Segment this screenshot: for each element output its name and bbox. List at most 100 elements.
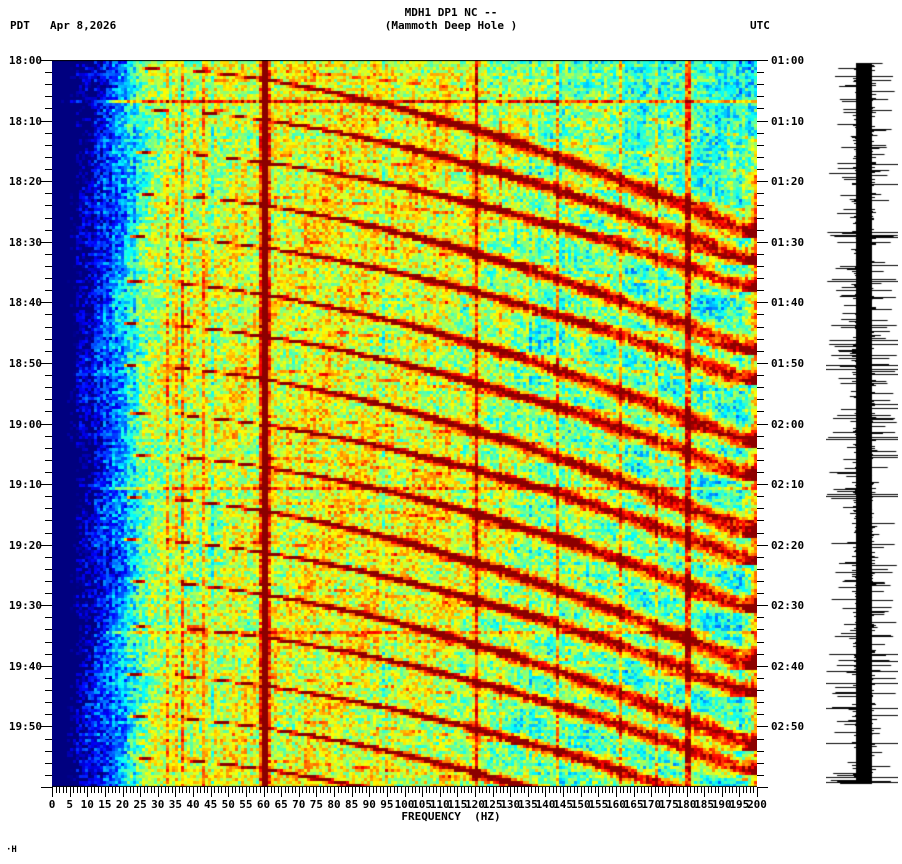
freq-tick-minor — [655, 787, 656, 793]
freq-tick-minor — [77, 787, 78, 793]
time-tick-minor-left — [45, 108, 52, 109]
time-tick-major-left — [41, 363, 52, 364]
freq-tick-major — [405, 787, 406, 797]
freq-tick-minor — [711, 787, 712, 793]
freq-tick-minor — [274, 787, 275, 793]
time-tick-major-right — [757, 726, 768, 727]
freq-tick-major — [493, 787, 494, 797]
freq-tick-minor — [595, 787, 596, 793]
freq-tick-minor — [468, 787, 469, 793]
freq-label: 200 — [747, 798, 767, 811]
freq-tick-major — [87, 787, 88, 797]
freq-tick-minor — [345, 787, 346, 793]
freq-label: 0 — [48, 798, 56, 811]
time-tick-major-right — [757, 363, 768, 364]
freq-tick-minor — [577, 787, 578, 793]
time-tick-minor-right — [757, 678, 764, 679]
freq-tick-minor — [225, 787, 226, 793]
waveform-trace-panel[interactable] — [826, 60, 898, 790]
time-tick-minor-right — [757, 339, 764, 340]
time-label-pdt: 18:20 — [8, 175, 42, 189]
freq-tick-minor — [376, 787, 377, 793]
freq-label: 65 — [274, 798, 288, 811]
freq-tick-minor — [133, 787, 134, 793]
freq-tick-major — [387, 787, 388, 797]
spectrogram-canvas[interactable] — [52, 60, 757, 787]
time-tick-minor-left — [45, 387, 52, 388]
freq-tick-minor — [415, 787, 416, 793]
freq-tick-minor — [101, 787, 102, 793]
freq-tick-minor — [641, 787, 642, 793]
freq-tick-minor — [242, 787, 243, 793]
freq-tick-minor — [503, 787, 504, 793]
freq-tick-minor — [84, 787, 85, 793]
freq-tick-minor — [108, 787, 109, 793]
time-tick-minor-left — [45, 678, 52, 679]
freq-label: 150 — [570, 798, 591, 811]
freq-label: 190 — [711, 798, 732, 811]
freq-tick-minor — [362, 787, 363, 793]
freq-tick-minor — [390, 787, 391, 793]
time-tick-minor-right — [757, 145, 764, 146]
freq-tick-major — [140, 787, 141, 797]
time-tick-major-left — [41, 787, 52, 788]
freq-tick-major — [687, 787, 688, 797]
spectrogram-plot[interactable] — [52, 60, 757, 787]
time-tick-major-left — [41, 726, 52, 727]
freq-label: 135 — [517, 798, 538, 811]
freq-tick-minor — [232, 787, 233, 793]
time-tick-major-right — [757, 424, 768, 425]
time-label-pdt: 19:50 — [8, 720, 42, 734]
freq-label: 45 — [204, 798, 218, 811]
freq-tick-major — [422, 787, 423, 797]
freq-tick-minor — [482, 787, 483, 793]
time-tick-minor-left — [45, 230, 52, 231]
freq-tick-minor — [538, 787, 539, 793]
time-tick-minor-right — [757, 84, 764, 85]
freq-tick-minor — [323, 787, 324, 793]
freq-tick-minor — [320, 787, 321, 793]
time-tick-major-left — [41, 545, 52, 546]
time-tick-major-left — [41, 181, 52, 182]
freq-tick-minor — [746, 787, 747, 793]
freq-tick-major — [704, 787, 705, 797]
freq-tick-minor — [306, 787, 307, 793]
time-tick-minor-left — [45, 84, 52, 85]
freq-tick-minor — [609, 787, 610, 793]
time-tick-major-left — [41, 302, 52, 303]
freq-tick-minor — [394, 787, 395, 793]
freq-tick-minor — [623, 787, 624, 793]
time-label-utc: 02:20 — [771, 538, 805, 552]
freq-tick-minor — [658, 787, 659, 793]
freq-tick-minor — [165, 787, 166, 793]
freq-tick-minor — [464, 787, 465, 793]
freq-tick-major — [545, 787, 546, 797]
time-tick-minor-right — [757, 290, 764, 291]
time-tick-minor-right — [757, 387, 764, 388]
time-tick-minor-left — [45, 193, 52, 194]
freq-label: 120 — [465, 798, 485, 811]
freq-tick-minor — [679, 787, 680, 793]
time-tick-major-left — [41, 484, 52, 485]
freq-tick-minor — [292, 787, 293, 793]
freq-label: 50 — [221, 798, 235, 811]
freq-tick-minor — [94, 787, 95, 793]
time-tick-minor-right — [757, 508, 764, 509]
freq-tick-minor — [221, 787, 222, 793]
freq-label: 75 — [309, 798, 323, 811]
freq-tick-minor — [426, 787, 427, 793]
freq-tick-minor — [507, 787, 508, 793]
timezone-label-left: PDT — [10, 19, 30, 32]
freq-tick-minor — [115, 787, 116, 793]
freq-tick-minor — [98, 787, 99, 793]
freq-tick-major — [616, 787, 617, 797]
time-tick-minor-right — [757, 642, 764, 643]
freq-tick-major — [299, 787, 300, 797]
freq-tick-minor — [732, 787, 733, 793]
freq-tick-minor — [665, 787, 666, 793]
time-tick-minor-left — [45, 145, 52, 146]
time-tick-minor-left — [45, 205, 52, 206]
freq-tick-minor — [348, 787, 349, 793]
waveform-canvas[interactable] — [826, 60, 898, 790]
time-tick-major-right — [757, 484, 768, 485]
